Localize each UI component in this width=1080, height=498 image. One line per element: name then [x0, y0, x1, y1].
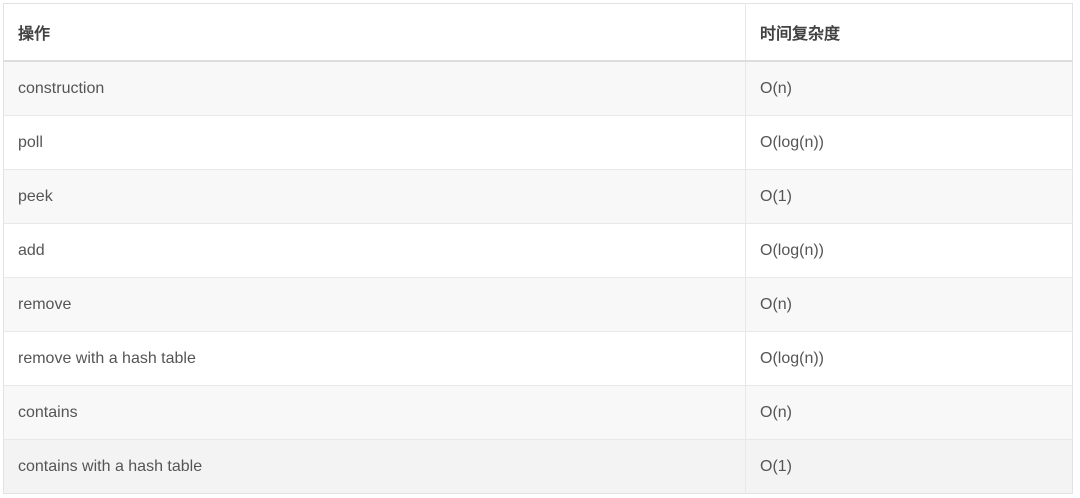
table-body: construction O(n) poll O(log(n)) peek O(… [3, 60, 1073, 494]
column-header-time-complexity: 时间复杂度 [745, 3, 1073, 62]
complexity-cell: O(log(n)) [745, 223, 1073, 278]
table-row: construction O(n) [3, 60, 1073, 116]
operation-cell: contains with a hash table [3, 439, 746, 494]
operation-cell: contains [3, 385, 746, 440]
complexity-cell: O(log(n)) [745, 115, 1073, 170]
operation-cell: remove with a hash table [3, 331, 746, 386]
table-row: poll O(log(n)) [3, 115, 1073, 170]
complexity-cell: O(n) [745, 60, 1073, 116]
table-row: add O(log(n)) [3, 223, 1073, 278]
complexity-cell: O(1) [745, 439, 1073, 494]
operation-cell: add [3, 223, 746, 278]
table-row: contains O(n) [3, 385, 1073, 440]
complexity-table: 操作 时间复杂度 construction O(n) poll O(log(n)… [3, 3, 1073, 494]
complexity-cell: O(n) [745, 277, 1073, 332]
table-row: contains with a hash table O(1) [3, 439, 1073, 494]
table-header: 操作 时间复杂度 [3, 3, 1073, 62]
operation-cell: remove [3, 277, 746, 332]
complexity-cell: O(1) [745, 169, 1073, 224]
operation-cell: construction [3, 60, 746, 116]
table-row: remove with a hash table O(log(n)) [3, 331, 1073, 386]
operation-cell: poll [3, 115, 746, 170]
complexity-cell: O(n) [745, 385, 1073, 440]
header-row: 操作 时间复杂度 [3, 3, 1073, 62]
complexity-cell: O(log(n)) [745, 331, 1073, 386]
table-row: remove O(n) [3, 277, 1073, 332]
column-header-operation: 操作 [3, 3, 746, 62]
operation-cell: peek [3, 169, 746, 224]
table-row: peek O(1) [3, 169, 1073, 224]
